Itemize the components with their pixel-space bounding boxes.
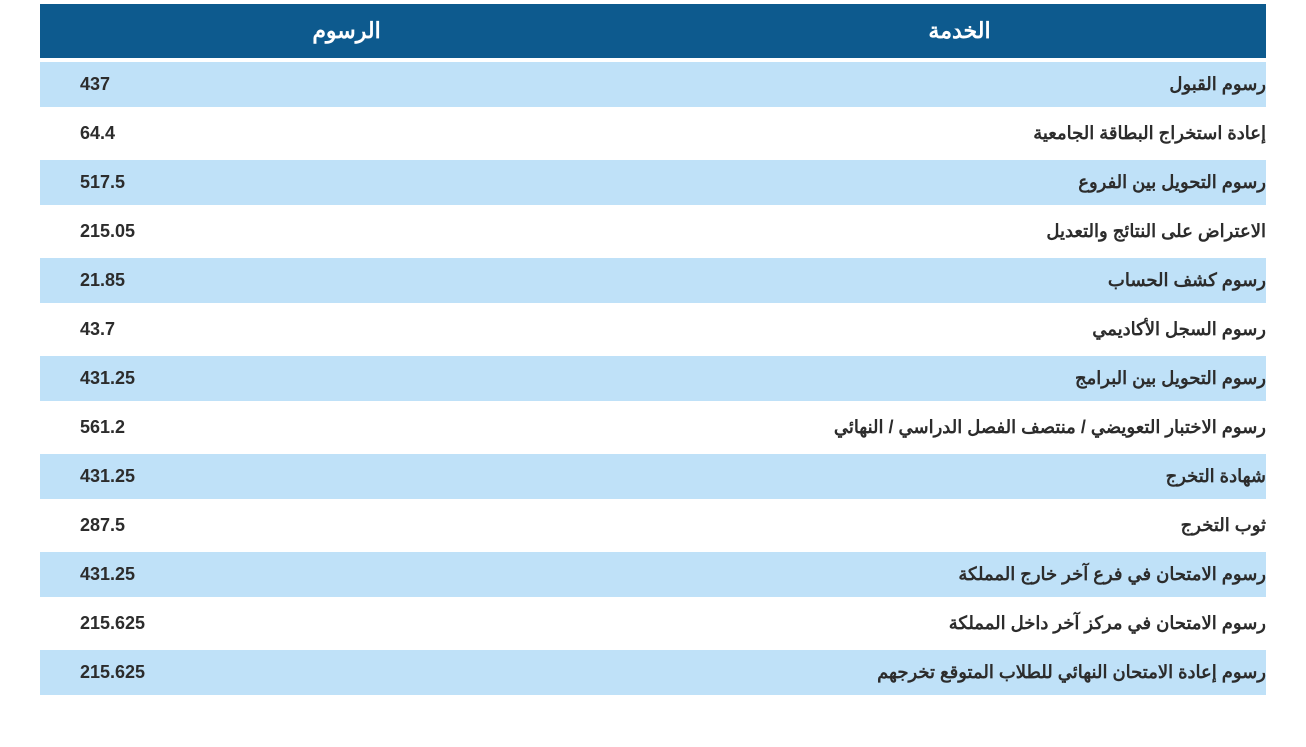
fee-cell: 64.4 (40, 111, 653, 156)
fee-cell: 561.2 (40, 405, 653, 450)
table-row: ثوب التخرج287.5 (40, 503, 1266, 548)
service-cell: إعادة استخراج البطاقة الجامعية (653, 111, 1266, 156)
fees-table-container: الخدمة الرسوم رسوم القبول437إعادة استخرا… (0, 0, 1306, 699)
table-row: رسوم السجل الأكاديمي43.7 (40, 307, 1266, 352)
fee-cell: 431.25 (40, 454, 653, 499)
table-row: رسوم الاختبار التعويضي / منتصف الفصل الد… (40, 405, 1266, 450)
service-cell: رسوم القبول (653, 62, 1266, 107)
table-row: رسوم الامتحان في فرع آخر خارج المملكة431… (40, 552, 1266, 597)
table-row: رسوم التحويل بين البرامج431.25 (40, 356, 1266, 401)
fee-cell: 21.85 (40, 258, 653, 303)
fee-cell: 215.625 (40, 601, 653, 646)
service-cell: شهادة التخرج (653, 454, 1266, 499)
fees-table: الخدمة الرسوم رسوم القبول437إعادة استخرا… (40, 0, 1266, 699)
table-row: الاعتراض على النتائج والتعديل215.05 (40, 209, 1266, 254)
service-cell: رسوم الاختبار التعويضي / منتصف الفصل الد… (653, 405, 1266, 450)
service-cell: ثوب التخرج (653, 503, 1266, 548)
fee-cell: 431.25 (40, 356, 653, 401)
table-row: رسوم الامتحان في مركز آخر داخل المملكة21… (40, 601, 1266, 646)
fee-cell: 431.25 (40, 552, 653, 597)
table-header-row: الخدمة الرسوم (40, 4, 1266, 58)
table-body: رسوم القبول437إعادة استخراج البطاقة الجا… (40, 62, 1266, 695)
fee-cell: 437 (40, 62, 653, 107)
table-row: رسوم كشف الحساب21.85 (40, 258, 1266, 303)
table-row: رسوم إعادة الامتحان النهائي للطلاب المتو… (40, 650, 1266, 695)
table-row: رسوم القبول437 (40, 62, 1266, 107)
fee-cell: 215.625 (40, 650, 653, 695)
column-header-service: الخدمة (653, 4, 1266, 58)
service-cell: رسوم كشف الحساب (653, 258, 1266, 303)
table-row: رسوم التحويل بين الفروع517.5 (40, 160, 1266, 205)
service-cell: رسوم الامتحان في فرع آخر خارج المملكة (653, 552, 1266, 597)
fee-cell: 287.5 (40, 503, 653, 548)
service-cell: رسوم التحويل بين البرامج (653, 356, 1266, 401)
service-cell: رسوم إعادة الامتحان النهائي للطلاب المتو… (653, 650, 1266, 695)
column-header-fee: الرسوم (40, 4, 653, 58)
service-cell: الاعتراض على النتائج والتعديل (653, 209, 1266, 254)
fee-cell: 517.5 (40, 160, 653, 205)
fee-cell: 43.7 (40, 307, 653, 352)
service-cell: رسوم التحويل بين الفروع (653, 160, 1266, 205)
fee-cell: 215.05 (40, 209, 653, 254)
table-row: إعادة استخراج البطاقة الجامعية64.4 (40, 111, 1266, 156)
service-cell: رسوم الامتحان في مركز آخر داخل المملكة (653, 601, 1266, 646)
service-cell: رسوم السجل الأكاديمي (653, 307, 1266, 352)
table-row: شهادة التخرج431.25 (40, 454, 1266, 499)
